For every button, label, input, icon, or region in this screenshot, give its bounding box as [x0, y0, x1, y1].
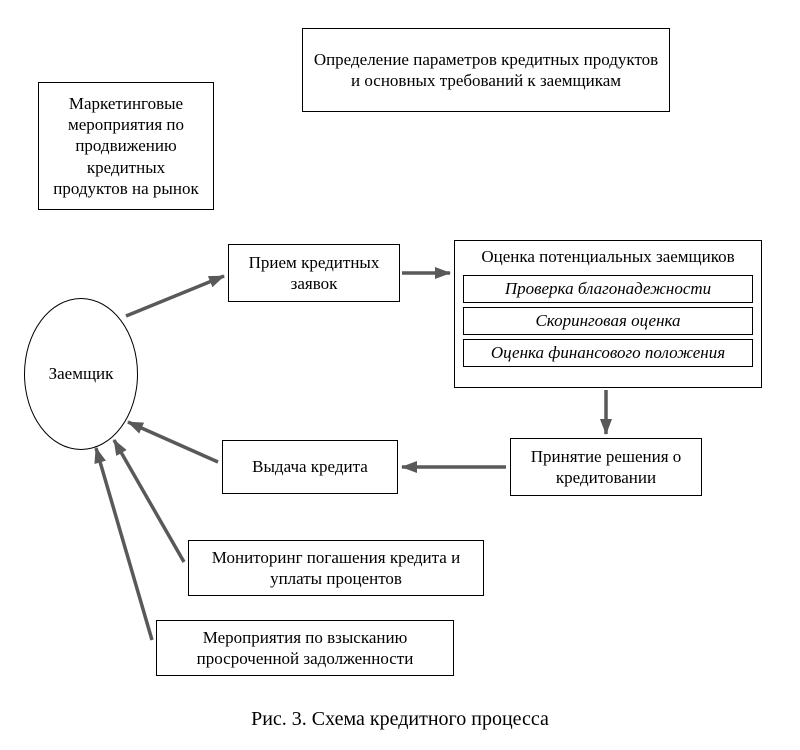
node-params-label: Определение параметров кредитных продукт…: [313, 49, 659, 92]
edge-monitoring-to-borrower: [114, 440, 184, 562]
node-assessment-title: Оценка потенциальных заемщиков: [463, 247, 753, 267]
node-borrower-label: Заемщик: [49, 364, 114, 384]
edge-issuance-to-borrower: [128, 422, 218, 462]
node-intake-label: Прием кредитных заявок: [239, 252, 389, 295]
node-issuance: Выдача кредита: [222, 440, 398, 494]
node-monitoring: Мониторинг погашения кредита и уплаты пр…: [188, 540, 484, 596]
node-intake: Прием кредитных заявок: [228, 244, 400, 302]
node-collection-label: Мероприятия по взысканию просроченной за…: [167, 627, 443, 670]
node-collection: Мероприятия по взысканию просроченной за…: [156, 620, 454, 676]
figure-caption: Рис. 3. Схема кредитного процесса: [0, 708, 800, 731]
node-assessment: Оценка потенциальных заемщиков Проверка …: [454, 240, 762, 388]
node-issuance-label: Выдача кредита: [252, 456, 368, 477]
assessment-sub-3: Оценка финансового положения: [463, 339, 753, 367]
figure-caption-text: Рис. 3. Схема кредитного процесса: [251, 708, 549, 730]
node-params: Определение параметров кредитных продукт…: [302, 28, 670, 112]
node-monitoring-label: Мониторинг погашения кредита и уплаты пр…: [199, 547, 473, 590]
assessment-sub-2: Скоринговая оценка: [463, 307, 753, 335]
edge-collection-to-borrower: [96, 448, 152, 640]
node-marketing-label: Маркетинговые мероприятия по продвижению…: [49, 93, 203, 199]
node-marketing: Маркетинговые мероприятия по продвижению…: [38, 82, 214, 210]
flowchart-canvas: Маркетинговые мероприятия по продвижению…: [0, 0, 800, 750]
edge-borrower-to-intake: [126, 276, 224, 316]
node-decision: Принятие решения о кредитовании: [510, 438, 702, 496]
node-borrower: Заемщик: [24, 298, 138, 450]
assessment-sub-1: Проверка благонадежности: [463, 275, 753, 303]
node-decision-label: Принятие решения о кредитовании: [521, 446, 691, 489]
